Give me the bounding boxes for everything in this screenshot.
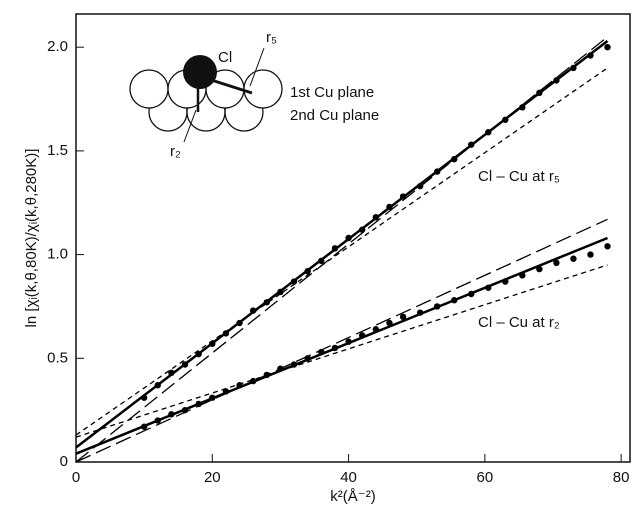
y-axis-label: ln [χᵢ(k,θ,80K)/χᵢ(k,θ,280K)] xyxy=(23,149,40,328)
annotation: 2nd Cu plane xyxy=(290,107,379,124)
data-point xyxy=(399,313,407,321)
x-tick-label: 20 xyxy=(204,469,221,486)
y-tick-label: 0 xyxy=(60,453,68,470)
data-point xyxy=(587,251,594,258)
plot-frame xyxy=(75,13,631,463)
inset-diagram xyxy=(129,47,283,143)
data-point xyxy=(604,243,611,250)
x-tick-label: 0 xyxy=(72,469,80,486)
annotation: r₂ xyxy=(170,143,181,160)
fit-line xyxy=(75,39,609,449)
x-tick-label: 60 xyxy=(477,469,494,486)
y-tick-label: 1.0 xyxy=(47,246,68,263)
x-tick-label: 40 xyxy=(340,469,357,486)
fit-line xyxy=(75,218,608,463)
annotation: r₅ xyxy=(266,29,277,46)
annotation: 1st Cu plane xyxy=(290,84,374,101)
fit-line xyxy=(75,264,608,438)
annotation: Cl xyxy=(218,49,232,66)
y-tick-label: 0.5 xyxy=(47,349,68,366)
x-tick-label: 80 xyxy=(613,469,630,486)
annotation: Cl – Cu at r₂ xyxy=(478,314,560,331)
y-tick-label: 2.0 xyxy=(47,38,68,55)
annotation: Cl – Cu at r₅ xyxy=(478,168,560,185)
data-point xyxy=(604,43,611,51)
data-point xyxy=(553,259,560,267)
y-tick-label: 1.5 xyxy=(47,142,68,159)
data-point xyxy=(570,255,577,262)
fit-line xyxy=(75,236,608,455)
fit-line xyxy=(75,36,608,463)
x-axis-label: k²(Å⁻²) xyxy=(330,488,375,505)
